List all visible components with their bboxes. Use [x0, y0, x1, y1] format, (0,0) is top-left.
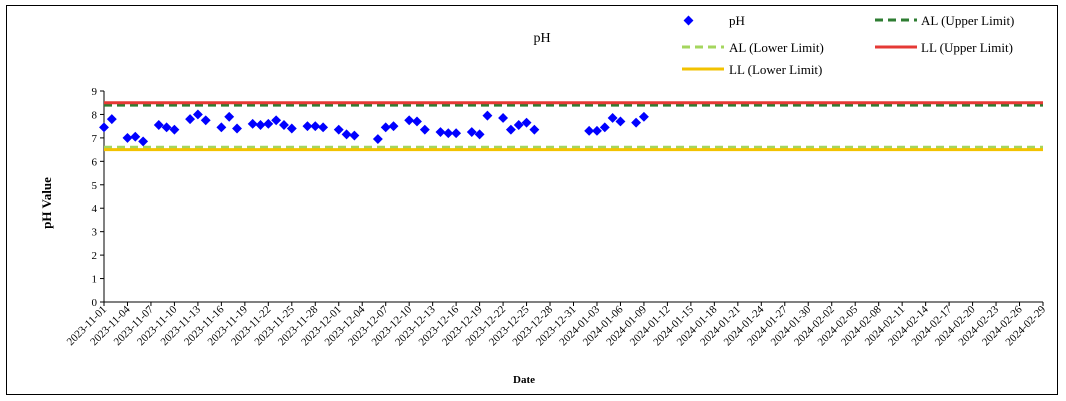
y-tick-label: 5	[92, 180, 98, 192]
y-tick-label: 8	[92, 109, 98, 121]
y-tick-label: 9	[92, 86, 98, 98]
ph-point	[513, 120, 524, 130]
y-tick-label: 4	[92, 203, 98, 215]
ph-point	[232, 123, 242, 134]
ph-point	[638, 111, 649, 122]
ph-point	[130, 131, 141, 142]
legend-label-ll-lower: LL (Lower Limit)	[729, 62, 822, 77]
ph-point	[349, 130, 360, 141]
legend-label-al-upper: AL (Upper Limit)	[921, 13, 1014, 28]
y-tick-label: 7	[92, 133, 98, 145]
legend-item-ll-upper: LL (Upper Limit)	[875, 40, 1013, 55]
ph-point	[482, 110, 493, 121]
ph-points	[99, 109, 649, 147]
ph-point	[443, 128, 454, 139]
ph-point	[153, 120, 164, 130]
ph-point	[505, 124, 516, 135]
ph-point	[247, 118, 258, 129]
ph-point	[138, 136, 149, 147]
legend-label-al-lower: AL (Lower Limit)	[729, 40, 824, 55]
ph-point	[404, 115, 415, 126]
ph-point	[318, 122, 329, 133]
ph-point	[388, 121, 399, 132]
y-axis-label: pH Value	[39, 177, 54, 229]
ph-point	[216, 122, 227, 133]
y-tick-label: 2	[92, 250, 98, 262]
ph-point	[521, 117, 532, 128]
ph-point	[255, 120, 266, 130]
ph-point	[599, 122, 610, 133]
legend-label-ph: pH	[729, 13, 745, 28]
x-axis: 2023-11-012023-11-042023-11-072023-11-10…	[65, 301, 1048, 348]
legend-item-ll-lower: LL (Lower Limit)	[682, 62, 822, 77]
ph-point	[631, 117, 642, 128]
ph-point	[122, 132, 133, 143]
legend-item-ph: pH	[683, 13, 745, 28]
legend-swatch-ph	[683, 15, 694, 26]
ph-point	[192, 109, 203, 120]
ph-point	[607, 113, 618, 123]
ph-point	[435, 127, 446, 137]
ph-point	[310, 121, 321, 132]
ph-point	[161, 122, 172, 133]
ph-point	[341, 129, 352, 140]
x-axis-label: Date	[513, 374, 535, 386]
legend-item-al-upper: AL (Upper Limit)	[875, 13, 1014, 28]
limit-lines	[104, 101, 1043, 152]
legend: pH AL (Upper Limit) AL (Lower Limit) LL …	[682, 13, 1014, 77]
chart-frame: pH pH AL (Upper Limit) AL (Lower Limit) …	[6, 5, 1058, 395]
ph-point	[333, 124, 344, 135]
ph-point	[474, 129, 485, 140]
y-tick-label: 1	[92, 274, 98, 286]
y-tick-label: 0	[92, 297, 98, 309]
legend-label-ll-upper: LL (Upper Limit)	[921, 40, 1013, 55]
ph-point	[99, 122, 109, 133]
ph-point	[169, 124, 180, 135]
ph-point	[185, 114, 196, 125]
ph-point	[529, 124, 540, 135]
ph-point	[615, 116, 626, 127]
ph-point	[466, 127, 477, 137]
chart-title: pH	[533, 31, 550, 46]
ph-point	[380, 122, 391, 133]
ph-point	[224, 111, 235, 122]
ph-point	[412, 116, 422, 127]
ph-point	[584, 125, 595, 136]
y-axis: 0 1 2 3 4 5 6 7 8 9	[92, 86, 105, 309]
legend-item-al-lower: AL (Lower Limit)	[682, 40, 824, 55]
ph-point	[498, 113, 509, 123]
ph-point	[419, 124, 430, 135]
ph-chart: pH pH AL (Upper Limit) AL (Lower Limit) …	[39, 13, 1048, 386]
ph-point	[451, 128, 462, 139]
ph-point	[592, 125, 602, 136]
ph-point	[372, 134, 383, 145]
y-tick-label: 6	[92, 156, 98, 168]
y-tick-label: 3	[92, 227, 98, 239]
ph-point	[106, 114, 117, 125]
ph-point	[200, 115, 211, 126]
